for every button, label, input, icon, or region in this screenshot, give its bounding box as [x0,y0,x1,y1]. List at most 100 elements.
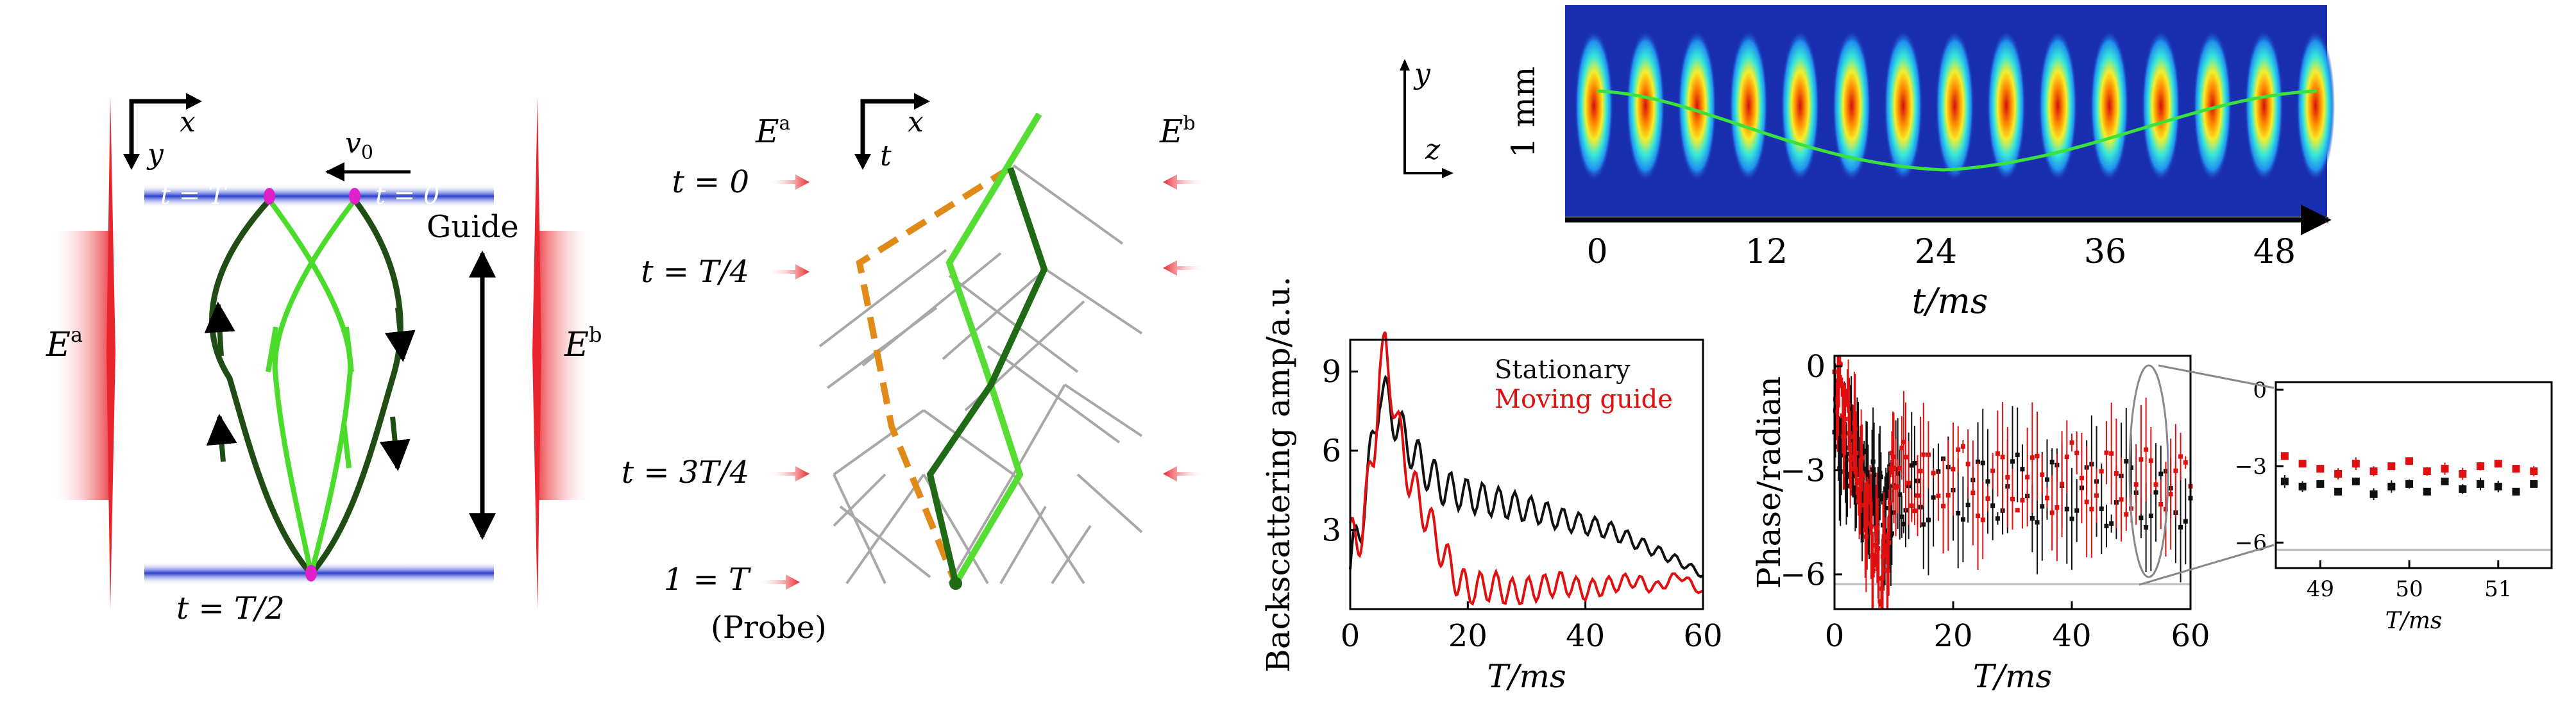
velocity-label: v0 [345,127,373,164]
data-point [1926,517,1931,523]
atom-cloud-3 [1729,30,1768,181]
data-point [2069,516,2074,521]
data-point [1861,490,1866,496]
data-point [1921,522,1926,527]
data-point [2153,490,2158,495]
data-point [1851,474,1856,479]
data-point [2124,459,2129,464]
data-point [2124,512,2129,517]
data-point [1840,413,1845,418]
data-point [1861,503,1867,508]
data-point [2334,487,2343,496]
data-point [1921,452,1926,457]
data-point [2064,507,2069,512]
data-point [2109,451,2114,456]
inner-path-light-a [272,198,357,574]
time-label-2: t = 3T/4 [622,455,749,490]
data-point [2153,482,2158,487]
data-point [2069,440,2074,445]
chart-phase: 0 20 40 60 0 −3 −6 T/ms Phase/radian [1750,349,2210,695]
x-axis-label: T/ms [1487,658,1566,695]
data-point [1901,521,1906,526]
data-point [1838,362,1843,367]
dir-arrow-dark-left-1 [204,301,235,356]
scale-label: 1 mm [1505,67,1542,158]
atom-cloud-1 [1626,30,1665,181]
data-point [1872,499,1877,504]
data-point [1926,452,1931,457]
inner-path-light-b [267,198,353,575]
data-point [2178,524,2183,530]
time-tick-48: 48 [2253,233,2296,271]
data-point [1846,403,1851,408]
data-point [2015,508,2020,513]
atom-cloud-13 [2244,30,2284,181]
trajectory-curve [1597,89,2318,172]
data-point [2064,455,2069,460]
data-point [2104,523,2109,528]
atom-cloud-6 [1884,30,1923,181]
data-point [1867,514,1872,519]
data-point [2530,480,2538,488]
data-point [2005,474,2010,480]
data-point [1833,397,1838,402]
data-point [2168,492,2173,497]
data-point [2129,465,2133,470]
data-point [2055,505,2060,510]
plot-frame [1349,339,1704,610]
axis-y-label: y [146,138,164,171]
time-tick-24: 24 [1915,233,1957,271]
data-point [1897,465,1902,471]
series-stationary [2280,475,2538,501]
data-point [1878,601,1883,607]
data-point [2104,450,2109,455]
data-point [1852,421,1857,426]
data-point [2109,521,2114,526]
panel-b-lattice-paths: x t Ea Eb t = 0 t = T/4 t = 3T/4 1 = T (… [622,93,1206,646]
data-point [2049,510,2055,515]
axis-t-label-b: t [880,140,892,172]
y-tick-label: −3 [1780,453,1826,489]
data-point [1834,408,1839,414]
data-point [1850,455,1855,460]
data-point [1857,496,1862,501]
data-point [2183,519,2188,524]
data-point [2183,460,2188,465]
data-point [1892,465,1896,471]
beam-left-shape [51,231,115,500]
data-point [1990,468,1996,473]
axis-x-label: x [180,106,196,138]
data-point [2405,457,2414,465]
data-point [1960,517,1965,522]
data-point [2144,447,2149,452]
x-tick-label: 51 [2484,576,2512,602]
data-point [1844,396,1849,401]
data-point [1909,503,1914,508]
atom-cloud-0 [1575,30,1613,181]
pulse-arrow-left-2 [767,466,809,481]
data-point [1856,437,1861,442]
data-point [2351,460,2360,468]
data-point [1865,470,1870,475]
data-point [1883,535,1888,540]
data-point [1874,525,1879,530]
data-point [1980,460,1985,465]
legend-moving-guide: Moving guide [1495,385,1673,414]
time-axis-label: t/ms [1912,281,1988,321]
atom-cloud-14 [2296,30,2335,181]
time-tick-12: 12 [1745,233,1788,271]
data-point [2010,459,2015,464]
data-point [1895,484,1901,489]
data-point [2477,462,2485,471]
axis-x-arrow-b [914,93,930,110]
data-point [1857,446,1862,451]
data-point [1881,554,1886,559]
series-moving-guide [1349,331,1704,607]
data-point [1843,416,1848,421]
time-axis-ticks: 0 12 24 36 48 [1586,233,2296,271]
data-point [1931,495,1936,500]
data-point [1839,383,1844,389]
data-point [1854,451,1859,456]
series-moving-guide [2280,452,2538,480]
time-T-label: t = T [160,181,228,210]
